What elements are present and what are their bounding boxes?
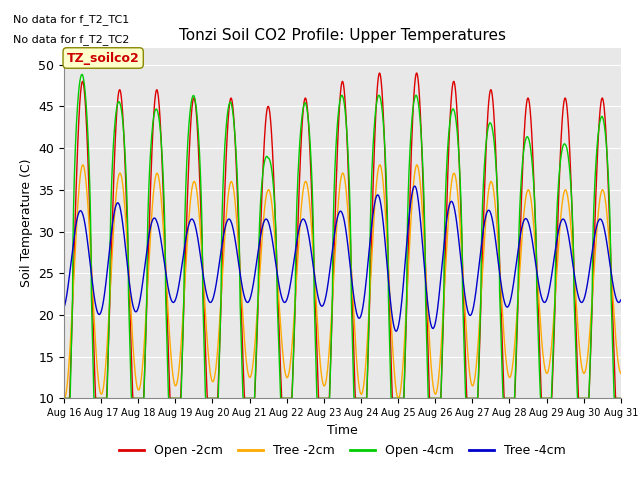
Open -4cm xyxy=(568,200,575,205)
Open -4cm xyxy=(78,72,86,77)
Legend: Open -2cm, Tree -2cm, Open -4cm, Tree -4cm: Open -2cm, Tree -2cm, Open -4cm, Tree -4… xyxy=(115,439,570,462)
Tree -2cm xyxy=(505,373,513,379)
Tree -2cm xyxy=(584,354,591,360)
Open -4cm xyxy=(617,396,625,401)
Tree -4cm xyxy=(584,280,591,286)
Tree -4cm xyxy=(617,297,625,303)
Tree -2cm xyxy=(617,371,625,376)
Text: No data for f_T2_TC2: No data for f_T2_TC2 xyxy=(13,34,129,45)
Tree -2cm xyxy=(376,162,384,168)
Open -4cm xyxy=(60,396,68,401)
Tree -2cm xyxy=(371,203,379,208)
Tree -4cm xyxy=(568,256,576,262)
Open -2cm xyxy=(568,201,575,206)
Open -2cm xyxy=(216,354,223,360)
Open -4cm xyxy=(504,396,512,401)
Open -2cm xyxy=(413,70,420,76)
Open -4cm xyxy=(371,117,379,123)
Tree -4cm xyxy=(411,183,419,189)
Tree -4cm xyxy=(216,261,223,267)
Line: Tree -2cm: Tree -2cm xyxy=(64,165,621,398)
Tree -2cm xyxy=(216,321,223,326)
Tree -4cm xyxy=(60,305,68,311)
Tree -2cm xyxy=(568,239,576,245)
Y-axis label: Soil Temperature (C): Soil Temperature (C) xyxy=(20,159,33,288)
Text: No data for f_T2_TC1: No data for f_T2_TC1 xyxy=(13,14,129,25)
Open -4cm xyxy=(359,396,367,401)
Open -2cm xyxy=(504,396,512,401)
X-axis label: Time: Time xyxy=(327,424,358,437)
Tree -4cm xyxy=(371,201,378,207)
Line: Open -4cm: Open -4cm xyxy=(64,74,621,398)
Open -2cm xyxy=(60,396,68,401)
Tree -4cm xyxy=(392,328,400,334)
Text: TZ_soilco2: TZ_soilco2 xyxy=(67,51,140,64)
Open -2cm xyxy=(358,396,366,401)
Open -2cm xyxy=(371,142,378,147)
Tree -4cm xyxy=(358,307,366,312)
Open -4cm xyxy=(216,350,223,356)
Open -4cm xyxy=(584,396,591,401)
Title: Tonzi Soil CO2 Profile: Upper Temperatures: Tonzi Soil CO2 Profile: Upper Temperatur… xyxy=(179,28,506,43)
Line: Tree -4cm: Tree -4cm xyxy=(64,186,621,331)
Tree -4cm xyxy=(505,303,513,309)
Tree -2cm xyxy=(60,396,68,401)
Open -2cm xyxy=(584,396,591,401)
Open -2cm xyxy=(617,396,625,401)
Line: Open -2cm: Open -2cm xyxy=(64,73,621,398)
Tree -2cm xyxy=(359,389,367,395)
Tree -2cm xyxy=(60,396,68,401)
